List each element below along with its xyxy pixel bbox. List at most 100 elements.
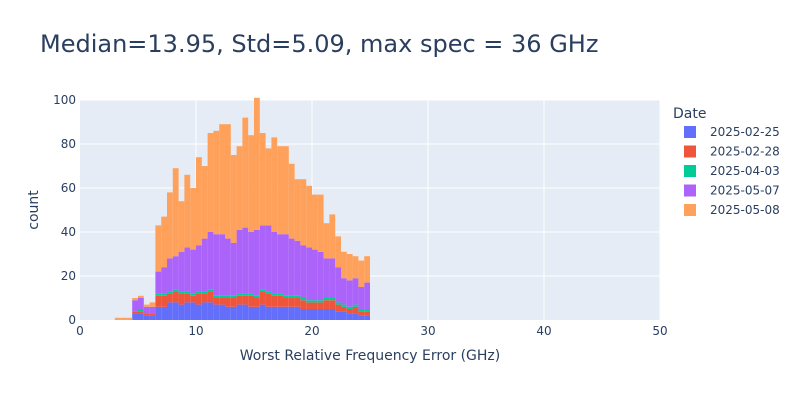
histogram-bar: [155, 271, 162, 294]
histogram-bar: [143, 304, 150, 307]
histogram-bar: [329, 214, 336, 259]
histogram-bar: [149, 302, 156, 307]
histogram-bar: [236, 304, 243, 320]
histogram-bar: [277, 146, 283, 235]
histogram-bar: [323, 309, 330, 320]
histogram-bar: [155, 295, 162, 307]
histogram-bar: [312, 300, 318, 303]
histogram-bar: [317, 300, 324, 303]
histogram-bar: [346, 254, 353, 281]
y-tick-label: 60: [61, 181, 76, 195]
histogram-bar: [225, 295, 231, 298]
histogram-bar: [201, 238, 208, 292]
histogram-bar: [335, 302, 341, 305]
histogram-bar: [254, 97, 260, 230]
histogram-bar: [149, 315, 156, 320]
x-axis-title: Worst Relative Frequency Error (GHz): [240, 348, 500, 364]
histogram-bar: [219, 298, 225, 305]
histogram-bar: [352, 313, 359, 320]
histogram-bar: [132, 313, 138, 320]
y-tick-label: 20: [61, 269, 76, 283]
histogram-bar: [167, 302, 173, 320]
histogram-bar: [300, 300, 307, 309]
histogram-bar: [283, 298, 289, 307]
histogram-bar: [317, 251, 324, 301]
legend-swatch: [684, 184, 696, 197]
histogram-bar: [213, 130, 220, 235]
histogram-bar: [161, 216, 167, 268]
histogram-bar: [207, 302, 214, 320]
histogram-bar: [283, 234, 289, 296]
y-axis-title: count: [26, 190, 42, 230]
x-tick-labels: 0 10 20 30 40 50: [76, 324, 667, 338]
histogram-bar: [132, 300, 138, 312]
histogram-bar: [219, 124, 225, 235]
histogram-bar: [143, 313, 150, 316]
x-tick-label: 10: [188, 324, 203, 338]
histogram-bar: [242, 117, 249, 228]
histogram-bar: [184, 291, 191, 294]
histogram-bar: [196, 304, 202, 320]
histogram-bar: [335, 236, 341, 268]
histogram-bar: [196, 291, 202, 294]
histogram-bar: [132, 311, 138, 314]
histogram-bar: [259, 133, 266, 226]
histogram-bar: [346, 280, 353, 307]
histogram-bar: [352, 304, 359, 307]
histogram-bar: [201, 302, 208, 320]
histogram-bar: [271, 293, 278, 296]
histogram-bar: [277, 293, 283, 296]
histogram-bar: [114, 317, 121, 320]
histogram-bar: [312, 309, 318, 320]
bars: [114, 97, 370, 320]
histogram-bar: [138, 295, 144, 298]
histogram-bar: [271, 306, 278, 320]
histogram-bar: [172, 168, 179, 257]
histogram-bar: [225, 298, 231, 307]
histogram-bar: [288, 298, 295, 307]
histogram-bar: [190, 293, 196, 296]
histogram-bar: [225, 124, 231, 239]
histogram-bar: [254, 298, 260, 307]
histogram-bar: [242, 304, 249, 320]
histogram-bar: [254, 295, 260, 298]
histogram-bar: [259, 304, 266, 320]
histogram-bar: [283, 306, 289, 320]
legend-label: 2025-02-25: [710, 125, 780, 139]
histogram-bar: [242, 295, 249, 305]
histogram-bar: [364, 315, 370, 320]
histogram-bar: [341, 306, 347, 312]
histogram-bar: [184, 302, 191, 320]
histogram-bar: [341, 304, 347, 307]
histogram-bar: [306, 300, 312, 303]
histogram-bar: [201, 291, 208, 294]
legend: Date 2025-02-25 2025-02-28 2025-04-03 2025-…: [673, 106, 780, 217]
histogram-bar: [236, 146, 243, 230]
histogram-bar: [143, 315, 150, 320]
legend-swatch: [684, 165, 696, 177]
histogram-bar: [178, 251, 185, 292]
histogram-bar: [294, 240, 301, 296]
legend-label: 2025-05-08: [710, 203, 780, 217]
histogram-bar: [236, 295, 243, 305]
histogram-bar: [277, 306, 283, 320]
histogram-bar: [213, 295, 220, 298]
histogram-bar: [178, 293, 185, 305]
histogram-bar: [248, 232, 254, 294]
histogram-bar: [364, 311, 370, 316]
histogram-bar: [178, 304, 185, 320]
histogram-bar: [155, 306, 162, 320]
histogram-bar: [230, 243, 237, 296]
histogram-bar: [288, 238, 295, 296]
histogram-bar: [364, 282, 370, 309]
histogram-bar: [230, 295, 237, 298]
legend-title: Date: [673, 106, 706, 122]
histogram-bar: [236, 229, 243, 294]
histogram-bar: [265, 291, 272, 294]
histogram-bar: [242, 293, 249, 296]
histogram-bar: [346, 313, 353, 320]
histogram-bar: [283, 146, 289, 235]
histogram-bar: [288, 306, 295, 320]
histogram-bar: [317, 194, 324, 252]
